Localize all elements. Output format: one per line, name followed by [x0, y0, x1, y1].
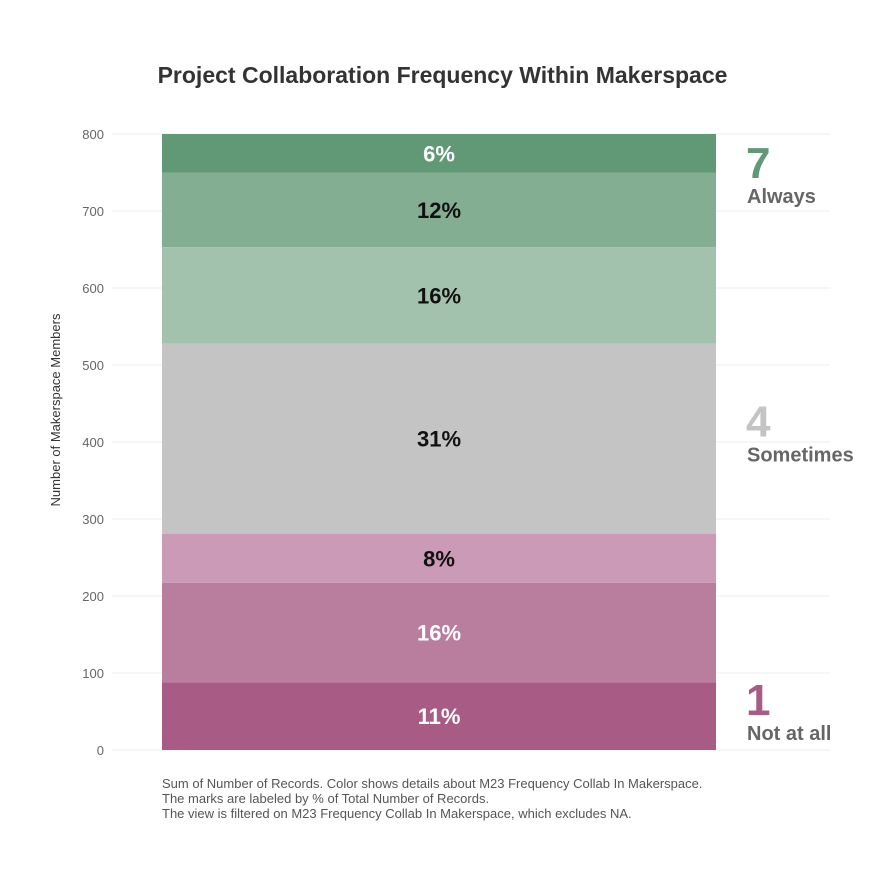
footnote: Sum of Number of Records. Color shows de…	[162, 776, 702, 821]
scale-number-4: 4	[746, 398, 771, 447]
y-tick-label: 800	[82, 127, 104, 142]
bar-segment-level-4	[162, 343, 716, 534]
y-tick-label: 500	[82, 358, 104, 373]
segment-label-level-7: 6%	[423, 141, 455, 166]
y-axis-ticks: 0 100 200 300 400 500 600 700 800	[82, 127, 104, 758]
scale-number-1: 1	[746, 676, 770, 725]
scale-word-4: Sometimes	[747, 445, 854, 467]
bar-segment-level-3	[162, 533, 716, 583]
segment-label-level-5: 16%	[417, 283, 461, 308]
segment-label-level-6: 12%	[417, 198, 461, 223]
segment-label-level-1: 11%	[418, 704, 461, 729]
y-tick-label: 700	[82, 204, 104, 219]
scale-word-7: Always	[747, 186, 816, 208]
bar-segment-level-6	[162, 172, 716, 248]
y-axis-title: Number of Makerspace Members	[48, 313, 63, 506]
segment-labels: 11% 16% 8% 31% 16% 12% 6%	[417, 141, 461, 729]
bar-segment-level-7	[162, 134, 716, 173]
footnote-line: Sum of Number of Records. Color shows de…	[162, 776, 703, 791]
bar-segment-level-2	[162, 582, 716, 683]
footnote-line: The view is filtered on M23 Frequency Co…	[162, 806, 632, 821]
bar-segment-level-5	[162, 247, 716, 344]
y-tick-label: 300	[82, 512, 104, 527]
chart-title: Project Collaboration Frequency Within M…	[157, 62, 728, 88]
segment-label-level-3: 8%	[423, 546, 455, 571]
y-tick-label: 0	[97, 743, 104, 758]
stacked-bar	[162, 134, 716, 750]
bar-segment-level-1	[162, 682, 716, 750]
y-tick-label: 400	[82, 435, 104, 450]
footnote-line: The marks are labeled by % of Total Numb…	[162, 791, 490, 806]
scale-number-7: 7	[746, 139, 770, 188]
segment-label-level-2: 16%	[417, 621, 461, 646]
y-tick-label: 100	[82, 666, 104, 681]
y-tick-label: 200	[82, 589, 104, 604]
segment-label-level-4: 31%	[417, 427, 461, 452]
scale-word-1: Not at all	[747, 723, 831, 745]
y-tick-label: 600	[82, 281, 104, 296]
